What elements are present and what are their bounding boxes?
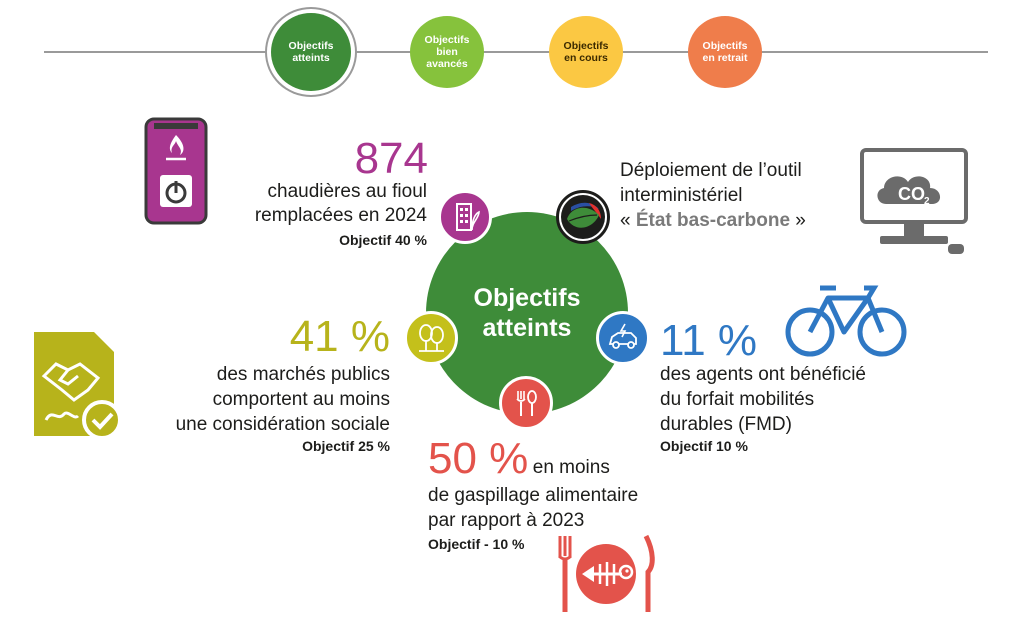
fish-bone-plate-icon: [557, 534, 655, 612]
food-line1: 50 % en moins: [428, 436, 688, 482]
mobility-line2: du forfait mobilités: [660, 389, 815, 410]
flag-leaf-icon: [561, 195, 605, 239]
svg-text:CO: CO: [898, 184, 925, 204]
food-objective: Objectif - 10 %: [428, 536, 525, 552]
svg-text:2: 2: [924, 196, 930, 207]
legend-declining-line1: Objectifs: [702, 40, 748, 52]
handshake-document-icon: [34, 332, 122, 440]
boilers-line2: remplacées en 2024: [254, 205, 427, 226]
mobility-value: 11 %: [660, 316, 758, 365]
co2-monitor-icon: CO 2: [860, 148, 968, 254]
center-line1: Objectifs: [473, 284, 581, 312]
food-line2: de gaspillage alimentaire: [428, 485, 639, 506]
legend-declining: Objectifs en retrait: [688, 16, 762, 88]
food-value: 50 %: [428, 434, 529, 483]
boilers-value: 874: [354, 134, 428, 183]
electric-car-badge: [596, 311, 650, 365]
mobility-line1: des agents ont bénéficié: [660, 364, 866, 385]
procurement-line2: comportent au moins: [212, 389, 390, 410]
procurement-line3: une considération sociale: [175, 414, 390, 435]
legend-well-advanced-line1: Objectifs: [424, 34, 470, 46]
bicycle-icon: [785, 285, 907, 357]
tool-line2: interministériel: [620, 185, 743, 206]
procurement-objective: Objectif 25 %: [302, 438, 390, 454]
legend-in-progress-line1: Objectifs: [563, 40, 609, 52]
tree-badge: [404, 311, 458, 365]
legend-well-advanced-line3: avancés: [426, 58, 468, 70]
tool-line1: Déploiement de l’outil: [620, 160, 802, 181]
building-icon: [456, 203, 480, 231]
cutlery-icon: [516, 390, 537, 416]
legend-achieved-line2: atteints: [292, 52, 330, 64]
boiler-icon: [144, 117, 208, 225]
center-line2: atteints: [482, 314, 572, 342]
tool-name: État bas-carbone: [635, 210, 791, 231]
boilers-objective: Objectif 40 %: [339, 232, 427, 248]
electric-car-icon: [608, 323, 637, 349]
legend-line: [44, 51, 988, 53]
legend-well-advanced: Objectifs bien avancés: [410, 16, 484, 88]
legend-declining-line2: en retrait: [702, 52, 748, 64]
cutlery-badge: [499, 376, 553, 430]
food-line1-suffix: en moins: [532, 457, 610, 478]
legend-achieved-line1: Objectifs: [288, 40, 334, 52]
procurement-value: 41 %: [289, 312, 390, 361]
boilers-line1: chaudières au fioul: [267, 181, 428, 202]
mobility-line3: durables (FMD): [660, 414, 792, 435]
flag-leaf-badge: [556, 190, 610, 244]
mobility-objective: Objectif 10 %: [660, 438, 748, 454]
legend-in-progress: Objectifs en cours: [549, 16, 623, 88]
legend-in-progress-line2: en cours: [564, 52, 608, 64]
legend-achieved: Objectifs atteints: [271, 13, 351, 91]
food-line3: par rapport à 2023: [428, 510, 585, 531]
tree-icon: [419, 324, 444, 352]
legend-well-advanced-line2: bien: [436, 46, 458, 58]
building-badge: [438, 190, 492, 244]
procurement-line1: des marchés publics: [216, 364, 390, 385]
tool-quote-close: »: [790, 210, 806, 231]
tool-quote-open: «: [620, 210, 636, 231]
tool-line3: « État bas-carbone »: [620, 210, 860, 232]
